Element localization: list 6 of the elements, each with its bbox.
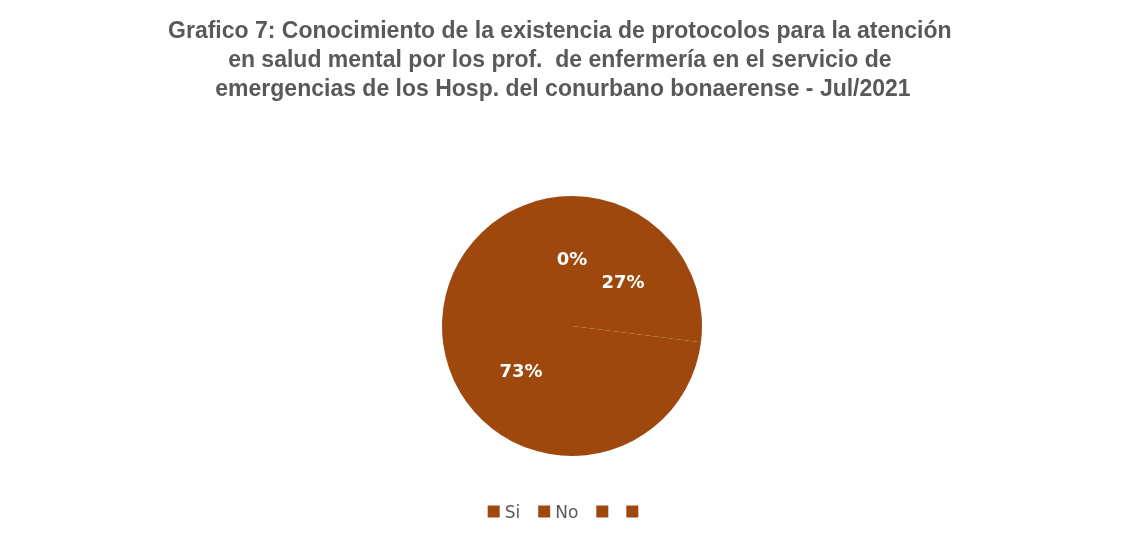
text: 0% xyxy=(556,247,588,269)
legend-label: Si xyxy=(504,501,521,522)
legend-label: No xyxy=(555,501,579,522)
data-label: 73% xyxy=(499,360,543,382)
chart-title: Grafico 7: Conocimiento de la existencia de protocolos para la atención en salud mental por los prof. de enfermería en el servicio de emergencias de los Hosp. del conurbano bonaerense - Jul/2021 xyxy=(168,16,958,101)
data-label: 27% xyxy=(601,270,645,292)
